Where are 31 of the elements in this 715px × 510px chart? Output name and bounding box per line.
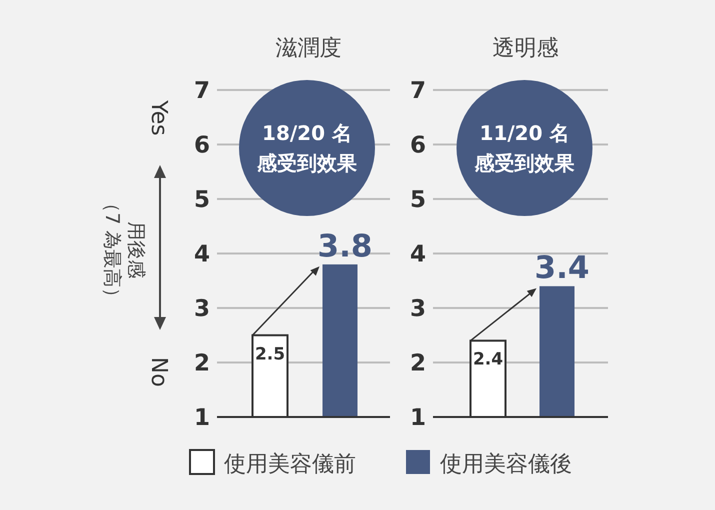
y-tick-label: 3 [410,296,426,322]
legend-item: 使用美容儀前 [189,449,356,477]
y-tick-label: 2 [410,350,426,376]
y-axis-title: 用後感（7 為最高） [101,193,147,307]
annotation: 11/20 名 [480,121,570,145]
chart-title: 滋潤度 [276,36,342,61]
text: Yes [146,99,171,136]
chart-title: 透明感 [492,36,558,61]
y-tick-label: 4 [194,242,210,268]
data-label: 3.8 [318,228,372,264]
data-label: 2.5 [254,344,286,364]
y-tick-label: 6 [410,132,426,158]
y-tick-label: 4 [410,242,426,268]
data-label: 2.4 [472,350,504,370]
data-label: 3.4 [534,250,590,286]
annotation: 18/20 名 [262,121,352,145]
legend-label: 使用美容儀前 [224,452,356,477]
legend-item: 使用美容儀後 [406,450,572,477]
y-tick-label: 7 [194,78,210,104]
y-tick-label: 5 [194,187,210,213]
annotation: 感受到效果 [474,151,576,175]
y-tick-label: 2 [194,350,210,376]
y-tick-label: 5 [410,187,426,213]
y-tick-label: 1 [194,405,210,431]
y-tick-label: 1 [410,405,426,431]
y-tick-label: 3 [194,296,210,322]
y-tick-label: 7 [410,78,426,104]
text: No [146,357,171,387]
y-tick-label: 6 [194,132,210,158]
legend-label: 使用美容儀後 [440,452,572,477]
annotation: 感受到效果 [256,151,358,175]
